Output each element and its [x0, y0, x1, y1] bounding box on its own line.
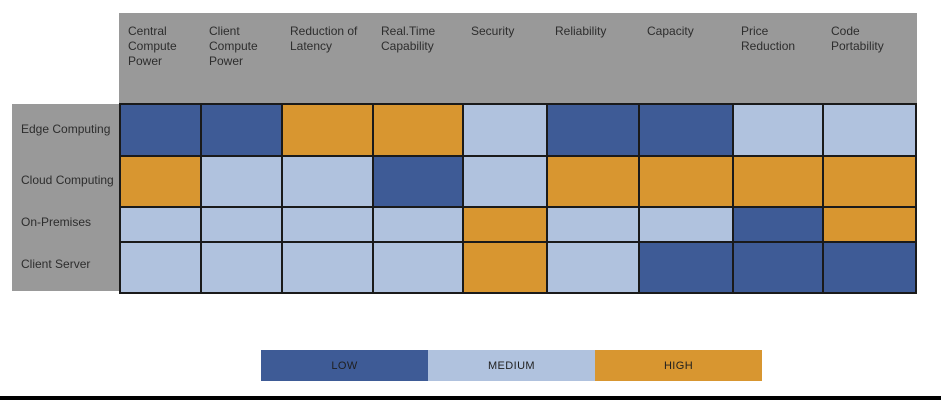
- column-header-security: Security: [471, 24, 515, 38]
- heatmap-cell-edge-computing-central-compute-power: [121, 105, 200, 155]
- heatmap-cell-on-premises-capacity: [640, 208, 732, 241]
- column-header-price-reduction: Price Reduction: [741, 24, 796, 53]
- heatmap-cell-on-premises-reliability: [548, 208, 638, 241]
- heatmap-cell-on-premises-price-reduction: [734, 208, 822, 241]
- column-header-reduction-of-latency: Reduction of Latency: [290, 24, 358, 53]
- column-header-code-portability: Code Portability: [831, 24, 884, 53]
- heatmap-cell-cloud-computing-reduction-of-latency: [283, 157, 372, 206]
- heatmap-cell-on-premises-reduction-of-latency: [283, 208, 372, 241]
- heatmap-cell-on-premises-security: [464, 208, 546, 241]
- heatmap-cell-on-premises-code-portability: [824, 208, 915, 241]
- column-header-client-compute-power: Client Compute Power: [209, 24, 258, 68]
- heatmap-cell-cloud-computing-central-compute-power: [121, 157, 200, 206]
- heatmap-cell-edge-computing-capacity: [640, 105, 732, 155]
- heatmap-cell-client-server-reduction-of-latency: [283, 243, 372, 292]
- column-header-reliability: Reliability: [555, 24, 607, 38]
- bottom-rule: [0, 396, 941, 400]
- heatmap-cell-client-server-code-portability: [824, 243, 915, 292]
- heatmap-cell-client-server-security: [464, 243, 546, 292]
- heatmap-cell-on-premises-central-compute-power: [121, 208, 200, 241]
- column-header-real-time-capability: Real.Time Capability: [381, 24, 436, 53]
- row-label-on-premises: On-Premises: [21, 214, 92, 229]
- row-label-cloud-computing: Cloud Computing: [21, 172, 114, 187]
- heatmap-cell-edge-computing-reduction-of-latency: [283, 105, 372, 155]
- heatmap-cell-edge-computing-real-time-capability: [374, 105, 462, 155]
- heatmap-cell-edge-computing-client-compute-power: [202, 105, 281, 155]
- heatmap-cell-client-server-price-reduction: [734, 243, 822, 292]
- heatmap-cell-edge-computing-price-reduction: [734, 105, 822, 155]
- heatmap-cell-client-server-client-compute-power: [202, 243, 281, 292]
- heatmap-cell-cloud-computing-code-portability: [824, 157, 915, 206]
- heatmap-cell-cloud-computing-real-time-capability: [374, 157, 462, 206]
- heatmap-cell-on-premises-client-compute-power: [202, 208, 281, 241]
- legend-item-medium: MEDIUM: [428, 350, 595, 381]
- heatmap-cell-cloud-computing-reliability: [548, 157, 638, 206]
- heatmap-cell-edge-computing-security: [464, 105, 546, 155]
- heatmap-cell-client-server-capacity: [640, 243, 732, 292]
- row-label-edge-computing: Edge Computing: [21, 122, 111, 136]
- heatmap-cell-cloud-computing-security: [464, 157, 546, 206]
- row-labels: Edge Computing Cloud Computing On-Premises…: [12, 104, 119, 291]
- heatmap-cell-cloud-computing-client-compute-power: [202, 157, 281, 206]
- legend-item-high: HIGH: [595, 350, 762, 381]
- heatmap-cell-edge-computing-code-portability: [824, 105, 915, 155]
- heatmap-cell-cloud-computing-capacity: [640, 157, 732, 206]
- column-header-central-compute-power: Central Compute Power: [128, 24, 177, 68]
- legend: LOW MEDIUM HIGH: [261, 350, 762, 381]
- heatmap-cell-edge-computing-reliability: [548, 105, 638, 155]
- row-label-client-server: Client Server: [21, 256, 91, 271]
- heatmap-cell-on-premises-real-time-capability: [374, 208, 462, 241]
- heatmap-cell-cloud-computing-price-reduction: [734, 157, 822, 206]
- column-headers: Central Compute Power Client Compute Powe…: [119, 13, 917, 104]
- heatmap-cell-client-server-real-time-capability: [374, 243, 462, 292]
- heatmap-cell-client-server-reliability: [548, 243, 638, 292]
- heatmap-grid: [119, 103, 917, 294]
- legend-item-low: LOW: [261, 350, 428, 381]
- heatmap-cell-client-server-central-compute-power: [121, 243, 200, 292]
- column-header-capacity: Capacity: [647, 24, 694, 38]
